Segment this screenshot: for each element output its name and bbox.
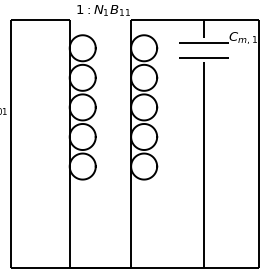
Text: $1 : N_1 B_{11}$: $1 : N_1 B_{11}$ (75, 4, 131, 19)
Text: $C_{m,1}$: $C_{m,1}$ (228, 31, 258, 47)
Text: $_{01}$: $_{01}$ (0, 105, 8, 118)
